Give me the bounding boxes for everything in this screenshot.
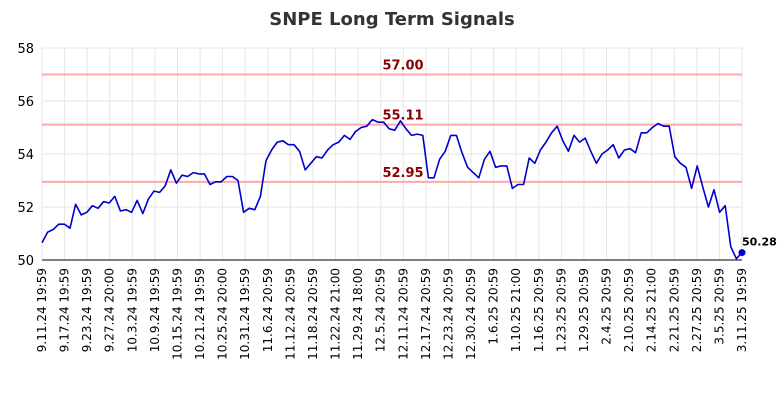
x-tick-label: 2.27.25 20:59 [690, 268, 704, 352]
x-tick-label: 9.23.24 19:59 [80, 268, 94, 352]
x-tick-label: 12.30.24 20:59 [464, 268, 478, 360]
y-tick-label: 50 [17, 254, 34, 269]
grid [41, 47, 743, 261]
x-tick-label: 2.14.25 21:00 [645, 268, 659, 352]
x-tick-label: 1.10.25 21:00 [509, 268, 523, 352]
x-tick-label: 1.16.25 20:59 [532, 268, 546, 352]
x-tick-label: 1.23.25 20:59 [554, 268, 568, 352]
x-tick-label: 10.21.24 19:59 [193, 268, 207, 360]
x-tick-label: 10.31.24 19:59 [238, 268, 252, 360]
signal-level-label: 57.00 [382, 59, 423, 74]
signal-levels: 57.00 55.11 52.95 [42, 59, 742, 183]
price-line [41, 118, 743, 260]
y-tick-label: 58 [17, 42, 34, 57]
last-point-label: 50.28 [742, 236, 777, 249]
x-tick-label: 11.22.24 21:00 [329, 268, 343, 360]
x-tick-label: 2.4.25 20:59 [600, 268, 614, 345]
x-tick-label: 10.15.24 19:59 [170, 268, 184, 360]
x-tick-label: 12.5.24 20:59 [374, 268, 388, 352]
x-tick-label: 10.9.24 19:59 [148, 268, 162, 352]
x-tick-label: 2.10.25 20:59 [622, 268, 636, 352]
x-tick-label: 11.18.24 20:59 [306, 268, 320, 360]
x-tick-label: 3.11.25 19:59 [735, 268, 749, 352]
x-tick-label: 12.11.24 20:59 [396, 268, 410, 360]
x-tick-label: 12.23.24 20:59 [441, 268, 455, 360]
x-tick-label: 1.6.25 20:59 [487, 268, 501, 345]
x-tick-label: 2.21.25 20:59 [667, 268, 681, 352]
y-axis-ticks: 50 52 54 56 58 [17, 42, 34, 269]
last-point-marker [738, 249, 746, 257]
x-tick-label: 9.27.24 20:00 [103, 268, 117, 352]
x-tick-label: 11.6.24 20:59 [261, 268, 275, 352]
x-tick-label: 9.11.24 19:59 [35, 268, 49, 352]
x-tick-label: 11.29.24 18:00 [351, 268, 365, 360]
y-tick-label: 56 [17, 95, 34, 110]
chart-title: SNPE Long Term Signals [269, 9, 514, 30]
price-series: 50.28 [41, 118, 777, 260]
x-tick-label: 11.12.24 20:59 [283, 268, 297, 360]
x-tick-label: 12.17.24 20:59 [419, 268, 433, 360]
x-tick-label: 3.5.25 20:59 [712, 268, 726, 345]
y-tick-label: 52 [17, 201, 34, 216]
x-tick-label: 10.3.24 19:59 [125, 268, 139, 352]
x-tick-label: 1.29.25 20:59 [577, 268, 591, 352]
x-axis-ticks: 9.11.24 19:59 9.17.24 19:59 9.23.24 19:59 9… [35, 268, 749, 360]
y-tick-label: 54 [17, 148, 34, 163]
signal-level-label: 55.11 [382, 109, 423, 124]
x-tick-label: 10.25.24 20:00 [216, 268, 230, 360]
x-tick-label: 9.17.24 19:59 [58, 268, 72, 352]
signal-level-label: 52.95 [382, 166, 423, 181]
